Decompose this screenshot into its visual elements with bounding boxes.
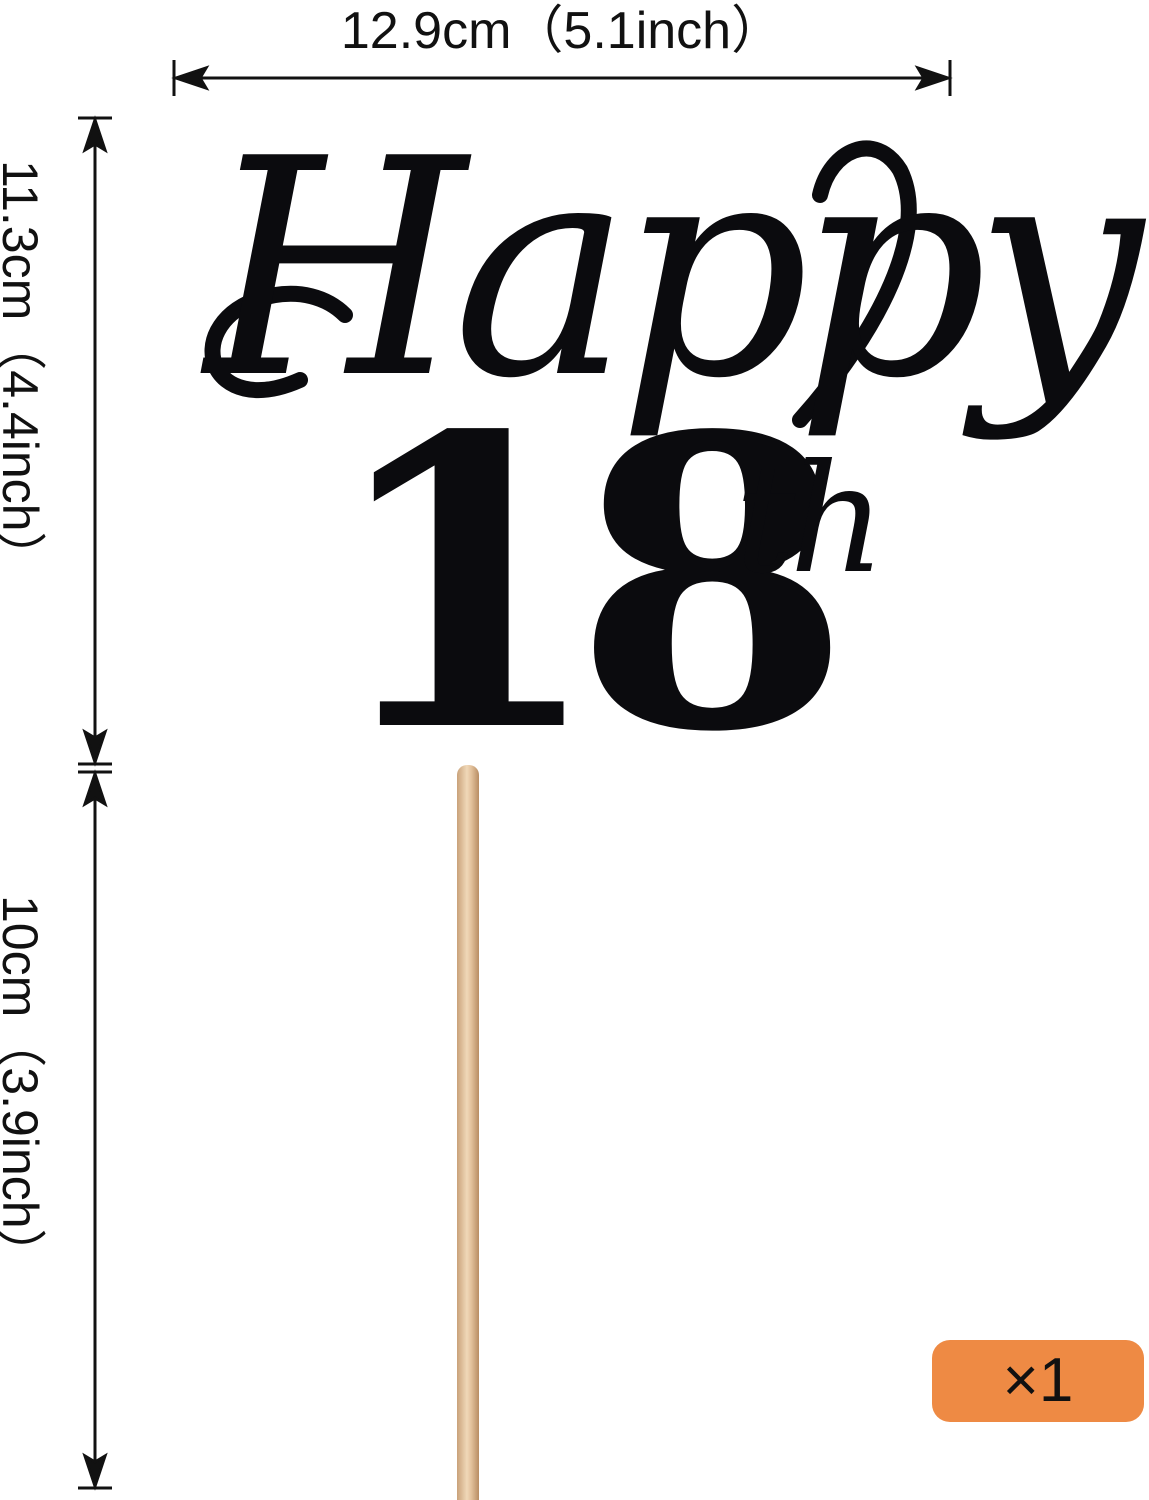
topper-height-dimension-line — [78, 115, 112, 767]
width-label: 12.9cm（5.1inch） — [340, 2, 784, 60]
topper-number: 18 — [325, 350, 852, 820]
quantity-badge: ×1 — [932, 1340, 1144, 1422]
width-dimension-line — [171, 60, 953, 96]
wooden-stick — [457, 765, 479, 1500]
topper-suffix: th — [735, 433, 886, 607]
topper-happy-text: Happy — [205, 95, 1143, 444]
stick-length-dimension-line — [78, 769, 112, 1491]
